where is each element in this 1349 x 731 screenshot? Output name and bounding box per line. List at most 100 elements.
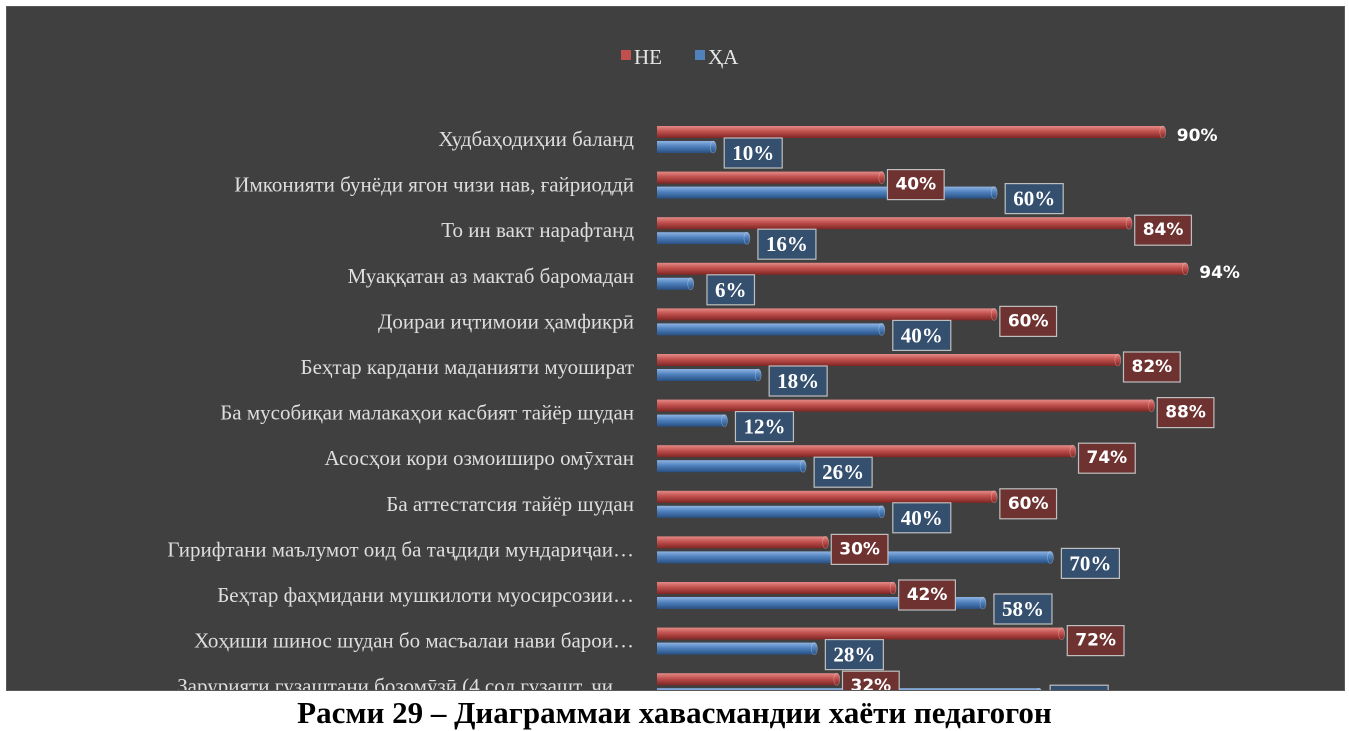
bar-ne-body bbox=[657, 399, 1152, 412]
data-label-ne: 30% bbox=[830, 533, 889, 566]
data-label-ne: 88% bbox=[1156, 397, 1215, 429]
bar-ne-body bbox=[657, 673, 837, 686]
data-label-ha-text: 6% bbox=[715, 278, 747, 302]
data-label-ne-text: 88% bbox=[1165, 403, 1206, 423]
data-label-ha-text: 12% bbox=[743, 415, 785, 439]
legend-swatch-ne bbox=[621, 50, 631, 60]
data-label-ne-text: 72% bbox=[1075, 631, 1116, 651]
bar-ne-body bbox=[657, 582, 894, 594]
bar-ha-cap bbox=[754, 368, 762, 382]
bar-ha-body bbox=[657, 460, 804, 473]
data-label-ne: 60% bbox=[999, 488, 1058, 520]
data-label-ne: 90% bbox=[1177, 126, 1218, 146]
data-label-ne: 72% bbox=[1066, 624, 1125, 657]
data-label-ha-box bbox=[723, 137, 783, 169]
bar-ne-body bbox=[657, 262, 1186, 275]
category-label: Доираи иҷтимоии ҳамфикрӣ bbox=[378, 309, 634, 333]
bar-chart: НЕ ҲА Худбаҳодиҳии баланд Имконияти бунёд… bbox=[167, 45, 1240, 690]
data-label-ha-text: 40% bbox=[901, 323, 943, 347]
bars bbox=[657, 125, 1189, 690]
data-label-ne-box bbox=[1156, 397, 1215, 429]
data-label-ha-text: 18% bbox=[777, 369, 819, 393]
bar-ha-cap bbox=[687, 277, 695, 291]
bar-ne bbox=[657, 490, 998, 504]
data-label-ha: 18% bbox=[768, 365, 828, 397]
data-label-ha: 10% bbox=[723, 137, 783, 169]
bar-ne-cap bbox=[1148, 399, 1155, 412]
data-label-ne-text: 74% bbox=[1087, 448, 1128, 468]
data-label-ha-box bbox=[706, 274, 756, 306]
bar-ne-body bbox=[657, 171, 882, 184]
data-label-ha-text: 28% bbox=[833, 643, 875, 667]
bar-ne-body bbox=[657, 445, 1073, 458]
data-label-ha: 16% bbox=[757, 228, 817, 260]
data-label-ha-text: 68% bbox=[1058, 688, 1100, 690]
data-label-ne-box bbox=[841, 670, 900, 690]
bar-ha bbox=[657, 505, 886, 519]
data-label-ne-text: 42% bbox=[907, 585, 948, 605]
bar-ha bbox=[657, 323, 886, 336]
data-label-ha: 60% bbox=[1004, 183, 1064, 215]
category-label: Хоҳиши шинос шудан бо масъалаи нави баро… bbox=[194, 629, 634, 653]
bar-ne-body bbox=[657, 217, 1130, 230]
category-label: Муаққатан аз мактаб баромадан bbox=[348, 264, 634, 288]
bar-ne bbox=[657, 262, 1189, 276]
data-labels: 90% 10% 40% 60% 84% 16% 94% 6% 60% 40% 82% 18% 88% 12… bbox=[706, 126, 1240, 690]
bar-ha bbox=[657, 277, 695, 291]
bar-ha-body bbox=[657, 232, 747, 245]
category-label: Беҳтар кардани маданияти муошират bbox=[301, 355, 634, 379]
bar-ne-cap bbox=[1114, 353, 1122, 367]
category-label: Имконияти бунёди ягон чизи нав, ғайриодд… bbox=[234, 173, 634, 197]
bar-ne-body bbox=[657, 490, 995, 503]
bar-ha-body bbox=[657, 141, 714, 153]
data-label-ne-box bbox=[999, 305, 1058, 337]
data-label-ha-text: 10% bbox=[732, 141, 774, 165]
bar-ne bbox=[657, 444, 1077, 458]
data-label-ne-text: 32% bbox=[850, 676, 891, 690]
data-label-ha-text: 58% bbox=[1002, 597, 1044, 621]
data-label-ne: 40% bbox=[886, 169, 945, 201]
data-label-ne: 94% bbox=[1199, 263, 1240, 283]
bar-ha bbox=[657, 459, 807, 473]
data-label-ha-box bbox=[824, 638, 884, 671]
bar-ne-body bbox=[657, 354, 1118, 366]
category-label: Ба мусобиқаи малакаҳои касбият тайёр шуд… bbox=[220, 401, 634, 425]
bar-ne bbox=[657, 399, 1155, 412]
bar-ha-cap bbox=[1047, 551, 1054, 564]
bar-ne bbox=[657, 353, 1122, 367]
data-label-ne-box bbox=[999, 488, 1058, 520]
bar-ha bbox=[657, 186, 998, 199]
bar-ha-cap bbox=[979, 596, 987, 610]
category-label: Гирифтани маълумот оид ба таҷдиди мундар… bbox=[167, 537, 634, 561]
category-label: Ба аттестатсия тайёр шудан bbox=[386, 492, 634, 516]
category-label: Беҳтар фаҳмидани мушкилоти муосирсозии… bbox=[217, 583, 634, 607]
data-label-ha: 28% bbox=[824, 638, 884, 671]
data-label-ha: 6% bbox=[706, 274, 756, 306]
data-label-ne-text: 60% bbox=[1008, 311, 1049, 331]
bar-ne bbox=[657, 308, 998, 321]
bar-ne bbox=[657, 216, 1133, 230]
data-label-ne-text: 30% bbox=[839, 539, 880, 559]
bar-ha-body bbox=[657, 277, 691, 290]
category-label: Худбаҳодиҳии баланд bbox=[438, 127, 634, 151]
bar-ha-cap bbox=[709, 140, 717, 154]
data-label-ne: 84% bbox=[1134, 214, 1193, 246]
bar-ha-cap bbox=[878, 505, 886, 519]
data-label-ne-box bbox=[830, 533, 889, 566]
bar-ha bbox=[657, 414, 728, 427]
data-label-ha-text: 16% bbox=[766, 232, 808, 256]
bar-ha-cap bbox=[743, 231, 751, 245]
bar-ha bbox=[657, 231, 751, 245]
legend-swatch-ha bbox=[695, 50, 705, 60]
data-label-ha: 68% bbox=[1049, 684, 1109, 690]
bar-ne-body bbox=[657, 627, 1062, 640]
data-label-ne-text: 40% bbox=[895, 175, 936, 195]
bar-ne bbox=[657, 125, 1167, 139]
bar-ha-body bbox=[657, 414, 725, 427]
bar-ne bbox=[657, 171, 886, 184]
data-label-ne-text: 82% bbox=[1131, 357, 1172, 377]
data-label-ne: 74% bbox=[1077, 442, 1136, 474]
bar-ha-cap bbox=[799, 459, 807, 473]
data-label-ha-box bbox=[892, 319, 952, 351]
bar-ha-cap bbox=[811, 642, 818, 655]
